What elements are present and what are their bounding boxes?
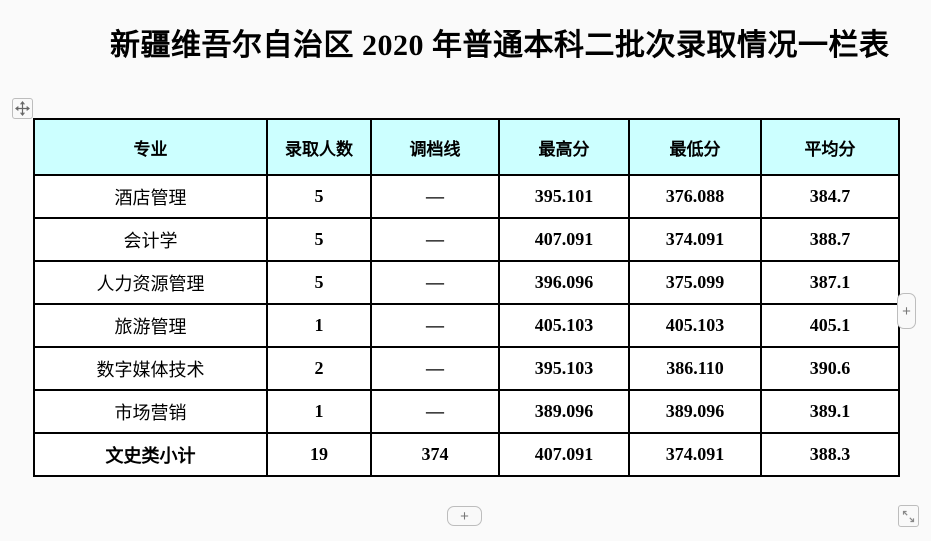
plus-icon: +: [902, 302, 911, 320]
table-row: 酒店管理 5 — 395.101 376.088 384.7: [33, 174, 900, 219]
cell-average[interactable]: 387.1: [760, 260, 900, 305]
cell-lowest[interactable]: 374.091: [628, 432, 762, 477]
cell-lowest[interactable]: 375.099: [628, 260, 762, 305]
cell-average[interactable]: 384.7: [760, 174, 900, 219]
cell-highest[interactable]: 395.103: [498, 346, 630, 391]
cell-major[interactable]: 会计学: [33, 217, 268, 262]
cell-transfer-line[interactable]: —: [370, 389, 500, 434]
cell-major[interactable]: 文史类小计: [33, 432, 268, 477]
table-row: 旅游管理 1 — 405.103 405.103 405.1: [33, 303, 900, 348]
cell-major[interactable]: 数字媒体技术: [33, 346, 268, 391]
cell-highest[interactable]: 389.096: [498, 389, 630, 434]
cell-highest[interactable]: 395.101: [498, 174, 630, 219]
column-header-admitted-count[interactable]: 录取人数: [266, 118, 372, 176]
cell-average[interactable]: 388.3: [760, 432, 900, 477]
table-move-handle[interactable]: [12, 98, 33, 119]
cell-average[interactable]: 389.1: [760, 389, 900, 434]
cell-lowest[interactable]: 405.103: [628, 303, 762, 348]
cell-lowest[interactable]: 389.096: [628, 389, 762, 434]
cell-transfer-line[interactable]: —: [370, 303, 500, 348]
cell-lowest[interactable]: 376.088: [628, 174, 762, 219]
admissions-table: 专业 录取人数 调档线 最高分 最低分 平均分 酒店管理 5 — 395.101…: [33, 118, 900, 477]
cell-average[interactable]: 390.6: [760, 346, 900, 391]
cell-major[interactable]: 市场营销: [33, 389, 268, 434]
cell-admitted[interactable]: 19: [266, 432, 372, 477]
cell-admitted[interactable]: 2: [266, 346, 372, 391]
cell-average[interactable]: 388.7: [760, 217, 900, 262]
cell-lowest[interactable]: 386.110: [628, 346, 762, 391]
subtotal-row: 文史类小计 19 374 407.091 374.091 388.3: [33, 432, 900, 477]
cell-highest[interactable]: 396.096: [498, 260, 630, 305]
cell-transfer-line[interactable]: 374: [370, 432, 500, 477]
insert-column-button[interactable]: +: [897, 293, 916, 329]
cell-highest[interactable]: 407.091: [498, 432, 630, 477]
cell-major[interactable]: 酒店管理: [33, 174, 268, 219]
cell-admitted[interactable]: 5: [266, 217, 372, 262]
cell-admitted[interactable]: 5: [266, 260, 372, 305]
table-move-cross-icon: [15, 101, 30, 116]
diagonal-resize-icon: [902, 510, 915, 523]
table-row: 市场营销 1 — 389.096 389.096 389.1: [33, 389, 900, 434]
insert-row-button[interactable]: +: [447, 506, 482, 526]
cell-major[interactable]: 旅游管理: [33, 303, 268, 348]
table-row: 人力资源管理 5 — 396.096 375.099 387.1: [33, 260, 900, 305]
table-resize-handle[interactable]: [898, 505, 919, 527]
column-header-highest-score[interactable]: 最高分: [498, 118, 630, 176]
cell-admitted[interactable]: 5: [266, 174, 372, 219]
column-header-major[interactable]: 专业: [33, 118, 268, 176]
cell-transfer-line[interactable]: —: [370, 346, 500, 391]
header-row: 专业 录取人数 调档线 最高分 最低分 平均分: [33, 118, 900, 176]
cell-major[interactable]: 人力资源管理: [33, 260, 268, 305]
cell-lowest[interactable]: 374.091: [628, 217, 762, 262]
cell-admitted[interactable]: 1: [266, 303, 372, 348]
page-title[interactable]: 新疆维吾尔自治区 2020 年普通本科二批次录取情况一栏表: [110, 29, 890, 62]
plus-icon: +: [460, 507, 469, 525]
cell-admitted[interactable]: 1: [266, 389, 372, 434]
cell-transfer-line[interactable]: —: [370, 260, 500, 305]
column-header-average-score[interactable]: 平均分: [760, 118, 900, 176]
table-row: 数字媒体技术 2 — 395.103 386.110 390.6: [33, 346, 900, 391]
cell-highest[interactable]: 407.091: [498, 217, 630, 262]
cell-transfer-line[interactable]: —: [370, 174, 500, 219]
table-row: 会计学 5 — 407.091 374.091 388.7: [33, 217, 900, 262]
column-header-transfer-line[interactable]: 调档线: [370, 118, 500, 176]
cell-transfer-line[interactable]: —: [370, 217, 500, 262]
column-header-lowest-score[interactable]: 最低分: [628, 118, 762, 176]
cell-highest[interactable]: 405.103: [498, 303, 630, 348]
cell-average[interactable]: 405.1: [760, 303, 900, 348]
